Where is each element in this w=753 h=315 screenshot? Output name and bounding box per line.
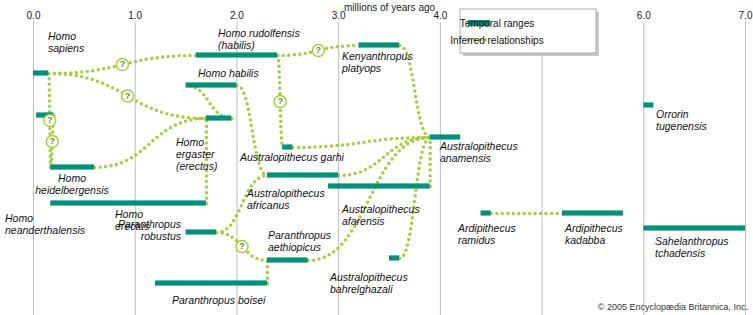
svg-text:7.0: 7.0: [739, 10, 753, 21]
svg-text:Orrorintugenensis: Orrorintugenensis: [656, 108, 708, 132]
svg-text:Homo rudolfensis(habilis): Homo rudolfensis(habilis): [218, 27, 300, 51]
svg-text:4.0: 4.0: [433, 10, 447, 21]
svg-text:Homoergaster(erectus): Homoergaster(erectus): [176, 136, 217, 172]
svg-text:Australopithecusanamensis: Australopithecusanamensis: [439, 140, 518, 164]
svg-text:Ardipithecuskadabba: Ardipithecuskadabba: [564, 222, 624, 246]
svg-text:millions of years ago: millions of years ago: [344, 2, 436, 13]
svg-text:Paranthropus boisei: Paranthropus boisei: [172, 294, 266, 306]
svg-text:Inferred relationships: Inferred relationships: [450, 35, 543, 46]
svg-text:?: ?: [50, 136, 56, 146]
svg-text:Australopithecus garhi: Australopithecus garhi: [239, 151, 345, 163]
svg-text:?: ?: [277, 96, 283, 106]
svg-text:6.0: 6.0: [637, 10, 651, 21]
svg-text:Australopithecusbahrelghazali: Australopithecusbahrelghazali: [329, 271, 408, 295]
svg-text:Homo habilis: Homo habilis: [198, 67, 259, 79]
svg-text:?: ?: [47, 115, 53, 125]
svg-text:Homoneanderthalensis: Homoneanderthalensis: [5, 212, 86, 236]
svg-text:Homoheidelbergensis: Homoheidelbergensis: [35, 172, 109, 196]
svg-text:Ardipithecusramidus: Ardipithecusramidus: [457, 222, 517, 246]
svg-text:Homosapiens: Homosapiens: [48, 30, 85, 54]
svg-text:Paranthropusrobustus: Paranthropusrobustus: [118, 218, 182, 242]
svg-text:© 2005 Encyclopædia Britannica: © 2005 Encyclopædia Britannica, Inc.: [598, 302, 748, 312]
svg-text:Temporal ranges: Temporal ranges: [460, 18, 534, 29]
svg-text:Kenyanthropusplatyops: Kenyanthropusplatyops: [341, 50, 413, 74]
svg-text:Australopithecusafarensis: Australopithecusafarensis: [341, 203, 420, 227]
svg-text:Sahelanthropustchadensis: Sahelanthropustchadensis: [655, 235, 729, 259]
svg-text:?: ?: [120, 59, 126, 69]
svg-text:1.0: 1.0: [128, 10, 142, 21]
svg-text:?: ?: [316, 45, 322, 55]
svg-text:Paranthropusaethiopicus: Paranthropusaethiopicus: [268, 229, 332, 253]
svg-text:Australopithecusafricanus: Australopithecusafricanus: [246, 187, 325, 211]
svg-text:0.0: 0.0: [27, 10, 41, 21]
svg-text:2.0: 2.0: [230, 10, 244, 21]
svg-text:?: ?: [239, 241, 245, 251]
svg-text:?: ?: [125, 91, 131, 101]
